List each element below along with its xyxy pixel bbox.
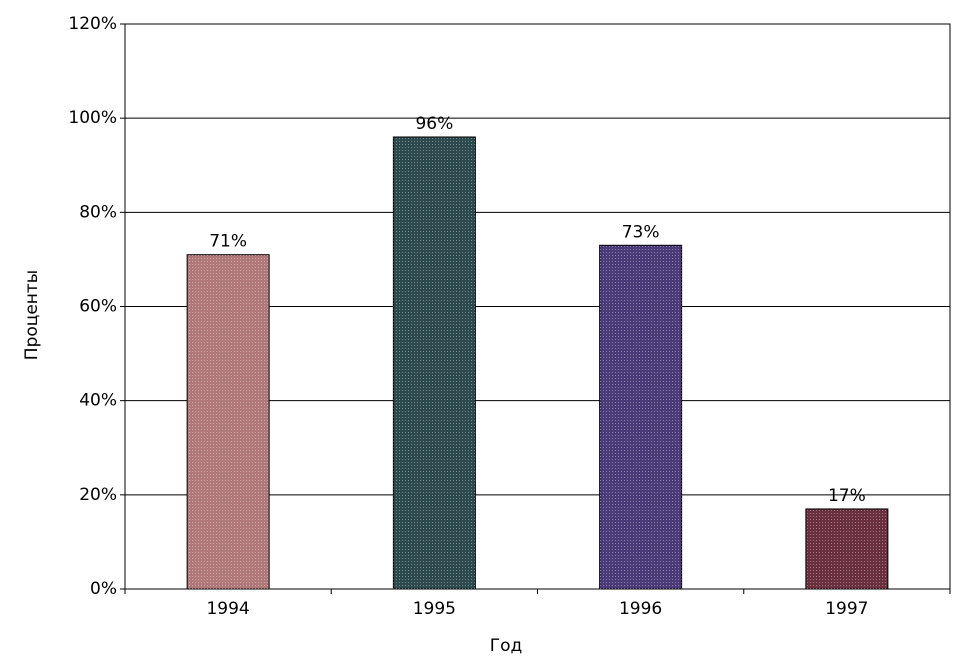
y-axis-title: Проценты [22, 270, 42, 360]
y-tick-label: 80% [79, 202, 117, 222]
x-tick-label: 1994 [206, 599, 249, 619]
y-tick-label: 100% [68, 108, 117, 128]
data-label: 73% [622, 222, 660, 242]
x-tick-label: 1997 [825, 599, 868, 619]
x-tick-label: 1996 [619, 599, 662, 619]
y-tick-label: 60% [79, 297, 117, 317]
bar-texture [599, 245, 682, 589]
y-tick-label: 120% [68, 14, 117, 34]
x-axis-title: Год [490, 636, 523, 656]
x-tick-label: 1995 [413, 599, 456, 619]
data-label: 17% [828, 486, 866, 506]
bar-texture [187, 254, 270, 590]
y-tick-label: 40% [79, 391, 117, 411]
bar-texture [805, 508, 888, 589]
y-tick-label: 20% [79, 485, 117, 505]
bar-texture [393, 137, 476, 589]
data-label: 96% [415, 114, 453, 134]
data-label: 71% [209, 232, 247, 252]
y-tick-label: 0% [90, 579, 117, 599]
